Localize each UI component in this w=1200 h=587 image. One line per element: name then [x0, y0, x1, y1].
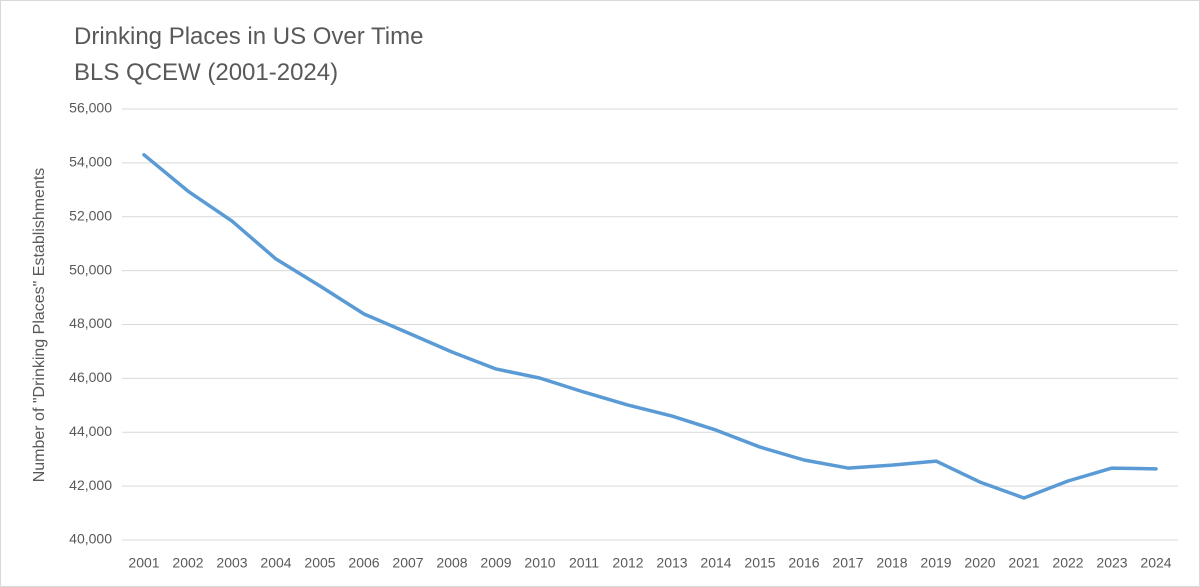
x-tick-label: 2024 — [1140, 555, 1171, 571]
x-tick-label: 2019 — [920, 555, 951, 571]
x-tick-label: 2013 — [656, 555, 687, 571]
x-tick-label: 2008 — [436, 555, 467, 571]
y-tick-label: 42,000 — [69, 477, 112, 493]
x-tick-label: 2010 — [524, 555, 555, 571]
x-tick-label: 2012 — [612, 555, 643, 571]
x-tick-label: 2001 — [128, 555, 159, 571]
y-tick-label: 50,000 — [69, 261, 112, 277]
x-tick-label: 2022 — [1052, 555, 1083, 571]
y-tick-label: 52,000 — [69, 207, 112, 223]
x-tick-label: 2009 — [480, 555, 511, 571]
x-tick-label: 2023 — [1096, 555, 1127, 571]
y-tick-label: 54,000 — [69, 154, 112, 170]
y-tick-label: 40,000 — [69, 531, 112, 547]
x-tick-label: 2005 — [304, 555, 335, 571]
chart-subtitle: BLS QCEW (2001-2024) — [74, 59, 338, 86]
x-tick-label: 2003 — [216, 555, 247, 571]
x-tick-label: 2006 — [348, 555, 379, 571]
x-tick-label: 2007 — [392, 555, 423, 571]
x-tick-label: 2017 — [832, 555, 863, 571]
x-tick-label: 2011 — [569, 555, 599, 571]
x-tick-label: 2015 — [744, 555, 775, 571]
y-axis-label: Number of "Drinking Places" Establishmen… — [31, 168, 48, 483]
x-tick-label: 2018 — [876, 555, 907, 571]
y-tick-label: 46,000 — [69, 369, 112, 385]
x-tick-label: 2021 — [1008, 555, 1039, 571]
x-tick-label: 2004 — [260, 555, 291, 571]
x-tick-label: 2002 — [172, 555, 203, 571]
x-tick-label: 2016 — [788, 555, 819, 571]
data-line — [142, 153, 1158, 500]
chart-title: Drinking Places in US Over Time — [74, 23, 423, 50]
x-tick-label: 2020 — [964, 555, 995, 571]
y-tick-label: 44,000 — [69, 423, 112, 439]
y-tick-label: 56,000 — [69, 100, 112, 116]
x-tick-label: 2014 — [700, 555, 731, 571]
y-tick-label: 48,000 — [69, 315, 112, 331]
